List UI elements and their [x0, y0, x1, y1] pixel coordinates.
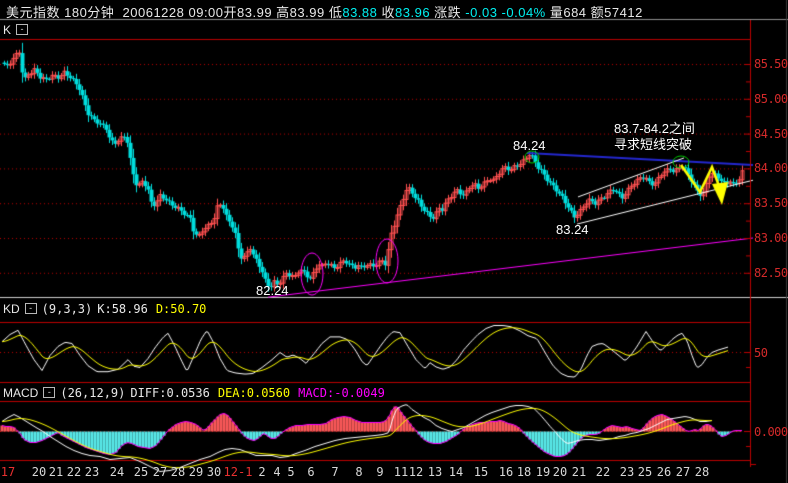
title-segment: 83.96	[395, 5, 431, 20]
date-axis-label: 24	[109, 465, 125, 479]
date-axis-label: 20	[552, 465, 568, 479]
date-axis-label: 9	[376, 465, 384, 479]
date-axis-label: 25	[133, 465, 149, 479]
title-segment: 量684 额57412	[545, 5, 643, 20]
annotation-text: 83.7-84.2之间	[614, 121, 695, 136]
date-axis-label: 2	[258, 465, 266, 479]
date-axis-label: 18	[516, 465, 532, 479]
price-axis-label: 85.00	[754, 91, 788, 106]
k-panel-minimize-button[interactable]: -	[16, 24, 29, 35]
price-axis-label: 83.00	[754, 231, 788, 245]
indicator-axis-label: 50	[754, 345, 768, 360]
kd-panel-label: KD	[3, 301, 20, 316]
date-axis-label: 14	[448, 465, 464, 479]
date-axis-label: 16	[498, 465, 514, 479]
annotation-text: 83.24	[556, 222, 589, 237]
date-axis-label: 17	[0, 465, 16, 479]
title-segment: 83.88	[342, 5, 378, 20]
k-panel-label: K	[3, 22, 12, 37]
price-axis-label: 83.50	[754, 196, 788, 211]
title-segment: 涨跌	[430, 5, 466, 20]
price-axis-label: 84.00	[754, 161, 788, 176]
date-axis-label: 12-1	[223, 465, 253, 479]
indicator-value: MACD:-0.0049	[298, 385, 385, 400]
date-axis-label: 30	[206, 465, 222, 479]
title-segment: -0.03 -0.04%	[465, 5, 546, 20]
date-axis-label: 12	[408, 465, 424, 479]
date-axis-label: 19	[535, 465, 551, 479]
date-axis-label: 21	[48, 465, 64, 479]
kd-params: (9,3,3)	[41, 301, 93, 316]
date-axis-label: 8	[355, 465, 363, 479]
indicator-value: D:50.70	[155, 301, 207, 316]
title-segment: 收	[377, 5, 396, 20]
date-axis-label: 22	[66, 465, 82, 479]
title-segment: 开83.99	[223, 5, 277, 20]
price-axis-label: 85.50	[754, 57, 788, 71]
title-segment: 高83.99	[276, 5, 329, 20]
indicator-axis-label: 0.000	[754, 424, 788, 439]
date-axis-label: 22	[595, 465, 611, 479]
date-axis-label: 13	[427, 465, 443, 479]
indicator-value: K:58.96	[97, 301, 148, 316]
macd-params: (26,12,9)	[60, 385, 126, 400]
annotation-text: 84.24	[513, 138, 546, 153]
date-axis-label: 6	[307, 465, 315, 479]
date-axis-label: 7	[331, 465, 339, 479]
annotation-text: 82.24	[256, 283, 289, 298]
k-panel-header: K -	[3, 22, 29, 37]
date-axis-label: 28	[170, 465, 186, 479]
date-axis-label: 23	[84, 465, 100, 479]
kd-panel-minimize-button[interactable]: -	[24, 303, 37, 314]
date-axis-label: 26	[656, 465, 672, 479]
date-axis-label: 25	[637, 465, 653, 479]
price-axis-label: 84.50	[754, 126, 788, 141]
date-axis-label: 15	[473, 465, 489, 479]
title-segment: 美元指数 180分钟	[6, 5, 123, 20]
date-axis-label: 4	[273, 465, 281, 479]
macd-panel-minimize-button[interactable]: -	[43, 387, 56, 398]
title-bar: 美元指数 180分钟 20061228 09:00开83.99 高83.99 低…	[6, 2, 643, 20]
title-segment: 低	[328, 5, 343, 20]
indicator-value: DIFF:0.0536	[130, 385, 210, 400]
date-axis-label: 20	[31, 465, 47, 479]
price-axis-label: 82.50	[754, 265, 788, 280]
date-axis-label: 23	[619, 465, 635, 479]
kd-panel-header: KD - (9,3,3) K:58.96 D:50.70	[3, 301, 206, 316]
indicator-value: DEA:0.0560	[217, 385, 291, 400]
date-axis-label: 29	[188, 465, 204, 479]
title-segment: 20061228 09:00	[122, 5, 224, 20]
macd-values: DIFF:0.0536 DEA:0.0560 MACD:-0.0049	[130, 386, 384, 400]
macd-panel-header: MACD - (26,12,9) DIFF:0.0536 DEA:0.0560 MA…	[3, 385, 385, 400]
date-axis-label: 27	[152, 465, 168, 479]
date-axis-label: 27	[675, 465, 691, 479]
kd-values: K:58.96 D:50.70	[97, 302, 206, 316]
date-axis-label: 11	[393, 465, 409, 479]
annotation-text: 寻求短线突破	[614, 137, 693, 152]
date-axis-label: 21	[571, 465, 587, 479]
date-axis-label: 28	[694, 465, 710, 479]
date-axis-label: 5	[287, 465, 295, 479]
macd-panel-label: MACD	[3, 385, 39, 400]
